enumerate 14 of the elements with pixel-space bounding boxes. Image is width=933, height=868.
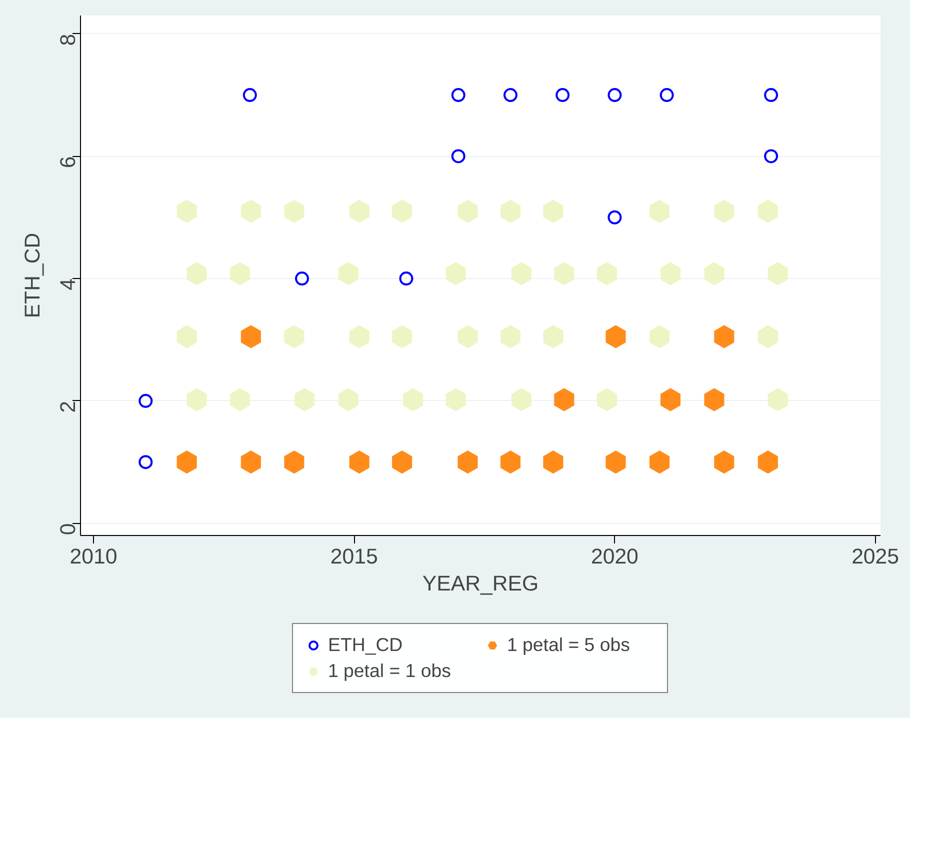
y-axis-title: ETH_CD: [20, 232, 44, 318]
x-tick-label: 2020: [590, 544, 639, 568]
legend-label: ETH_CD: [328, 634, 404, 656]
y-tick-label: 6: [56, 156, 80, 168]
y-tick-label: 0: [56, 523, 80, 536]
x-tick-label: 2025: [852, 544, 900, 568]
y-tick-label: 2: [56, 400, 80, 413]
x-axis-title: YEAR_REG: [422, 572, 539, 596]
y-tick-label: 4: [56, 278, 80, 290]
y-tick-label: 8: [56, 34, 80, 46]
legend-label: 1 petal = 1 obs: [328, 660, 452, 682]
x-tick-label: 2010: [70, 544, 118, 568]
legend-label: 1 petal = 5 obs: [507, 634, 631, 656]
x-tick-label: 2015: [330, 544, 378, 568]
